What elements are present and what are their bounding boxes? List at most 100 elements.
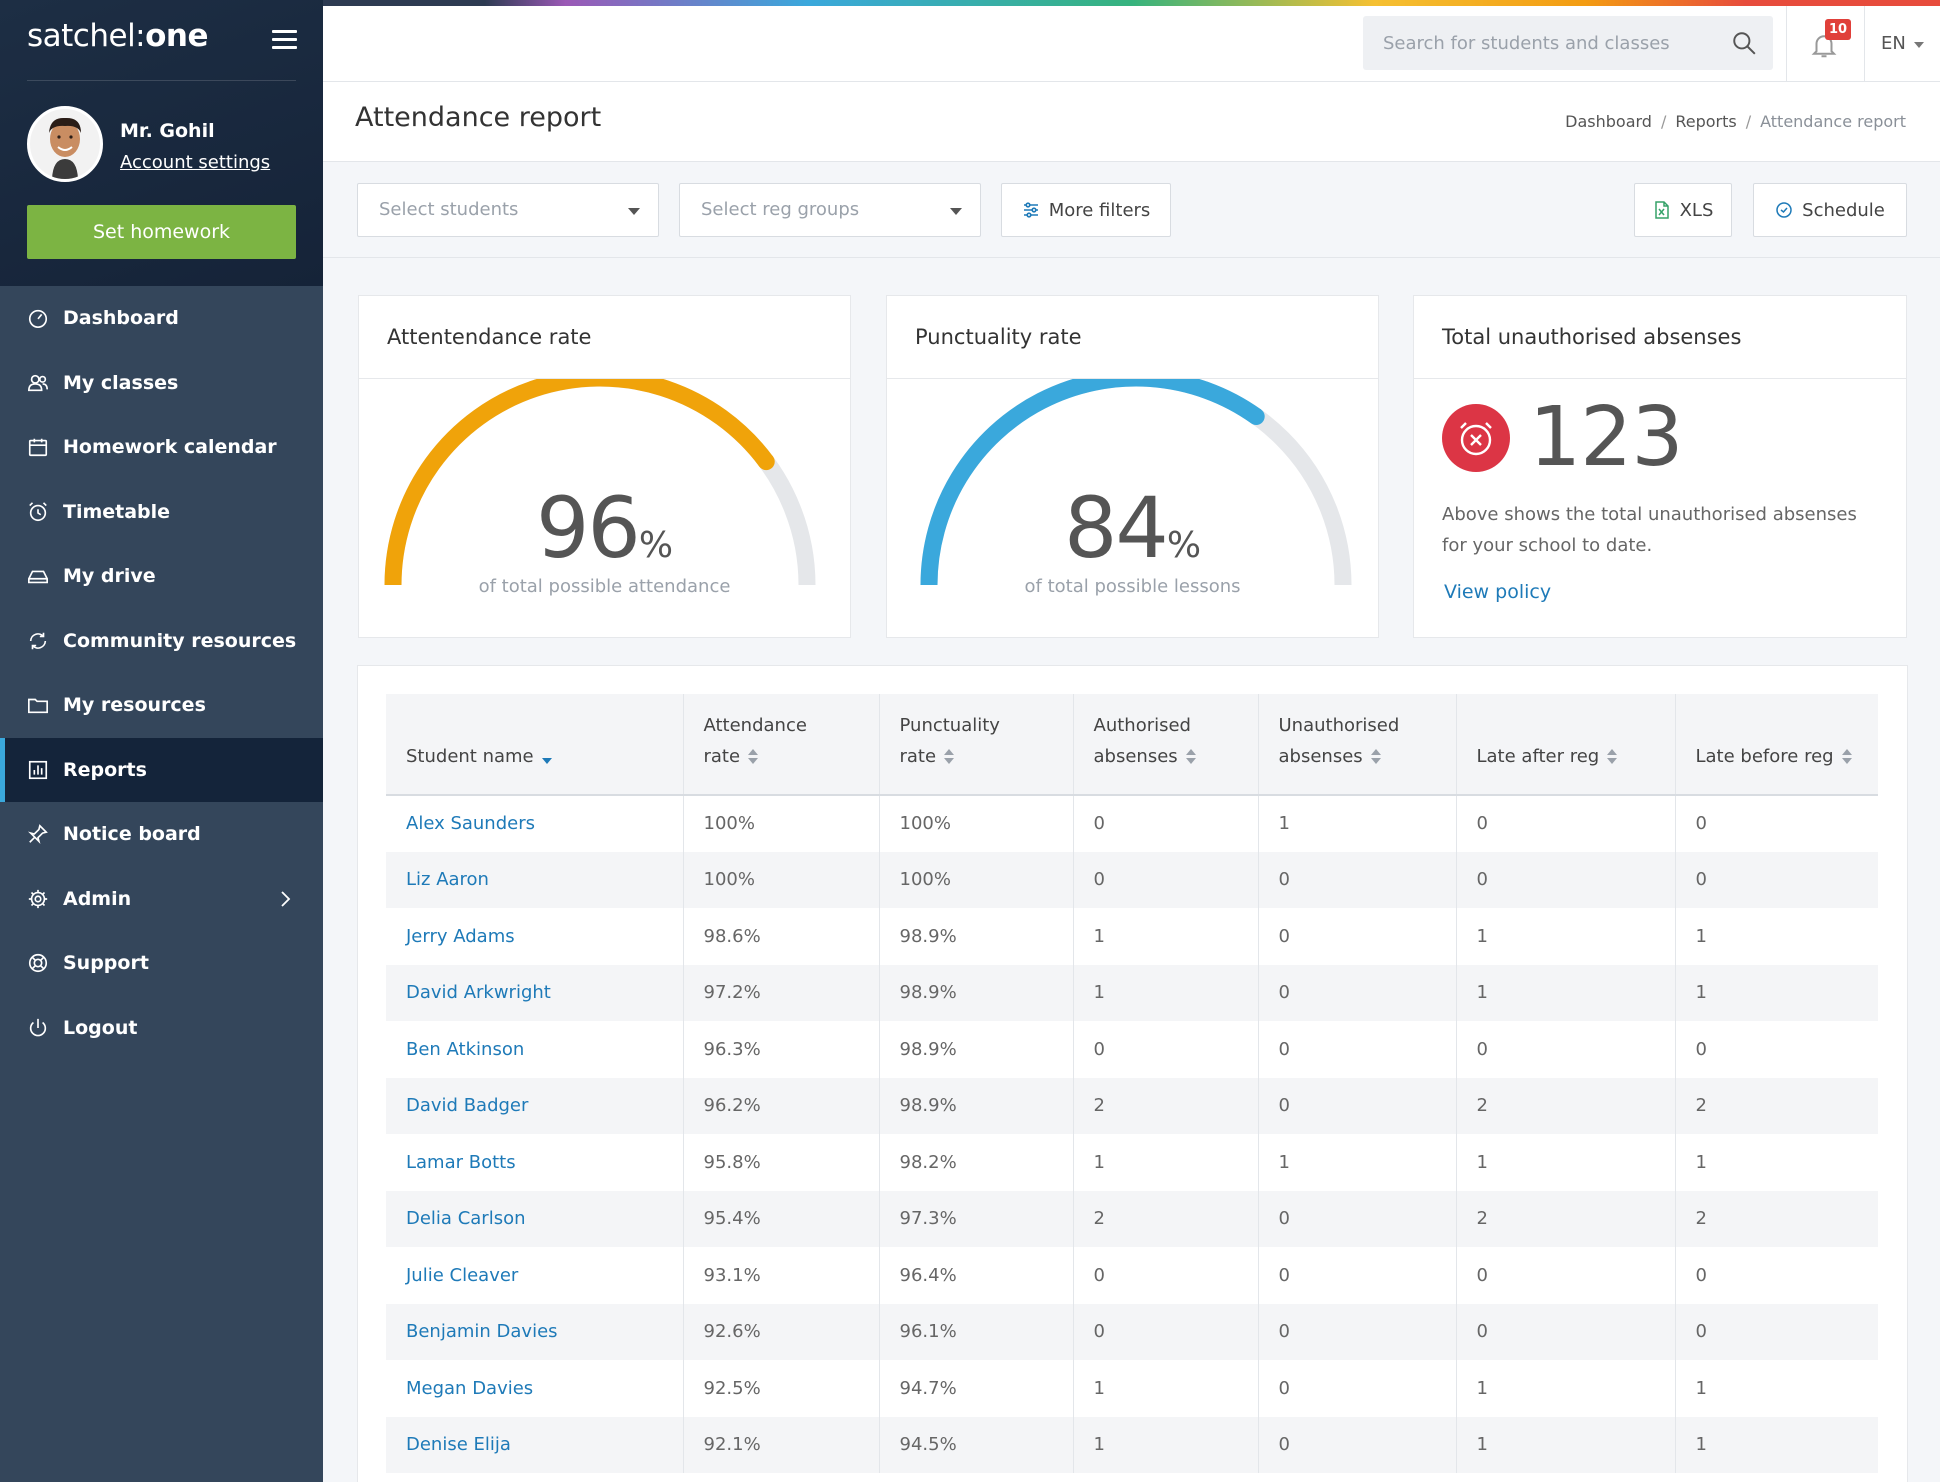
set-homework-button[interactable]: Set homework — [27, 205, 296, 259]
avatar[interactable] — [27, 106, 103, 182]
student-name-link[interactable]: David Badger — [386, 1077, 684, 1134]
cell-late-before-reg: 0 — [1675, 1303, 1878, 1360]
users-icon — [27, 372, 49, 394]
gauge-fill — [384, 379, 774, 586]
punctuality-rate-subtitle: of total possible lessons — [1024, 576, 1241, 597]
sort-icon[interactable] — [1841, 749, 1852, 765]
cell-authorised-absences: 0 — [1073, 1021, 1259, 1078]
cell-late-before-reg: 1 — [1675, 1416, 1878, 1473]
cell-authorised-absences: 1 — [1073, 1360, 1259, 1417]
sort-icon[interactable] — [944, 749, 955, 765]
sidebar-item-label: Notice board — [63, 823, 201, 846]
sidebar-item-admin[interactable]: Admin — [0, 867, 323, 932]
export-xls-button[interactable]: XLS — [1634, 183, 1732, 237]
punctuality-rate-card: Punctuality rate 84% of total possible l… — [886, 295, 1379, 638]
card-title: Total unauthorised absenses — [1414, 296, 1906, 379]
sort-icon[interactable] — [1185, 749, 1196, 765]
table-row: Megan Davies 92.5% 94.7% 1 0 1 1 — [386, 1360, 1878, 1417]
schedule-button[interactable]: Schedule — [1753, 183, 1907, 237]
sidebar-item-label: Logout — [63, 1016, 138, 1039]
column-header-text: Student name — [406, 746, 534, 767]
gauge-end-cap — [1247, 407, 1265, 425]
sidebar-item-timetable[interactable]: Timetable — [0, 480, 323, 545]
select-reg-groups-dropdown[interactable]: Select reg groups — [679, 183, 981, 237]
page-title: Attendance report — [355, 102, 602, 133]
student-name-link[interactable]: Julie Cleaver — [386, 1247, 684, 1304]
breadcrumb-dashboard[interactable]: Dashboard — [1565, 112, 1652, 131]
sidebar-item-my-drive[interactable]: My drive — [0, 544, 323, 609]
breadcrumb-reports[interactable]: Reports — [1675, 112, 1737, 131]
sort-icon[interactable] — [748, 749, 759, 765]
search-icon[interactable] — [1731, 30, 1757, 56]
column-header-late-before-reg[interactable]: Late before reg — [1675, 694, 1878, 796]
cell-late-before-reg: 1 — [1675, 964, 1878, 1021]
sidebar-item-notice-board[interactable]: Notice board — [0, 802, 323, 867]
student-name-link[interactable]: Jerry Adams — [386, 908, 684, 965]
column-header-text: Late before reg — [1695, 746, 1834, 767]
caret-down-icon[interactable] — [1914, 42, 1924, 48]
logo[interactable]: satchel:one — [27, 18, 209, 54]
sliders-icon — [1023, 202, 1038, 218]
sidebar: satchel:one Mr. Gohil Account settings S… — [0, 0, 323, 1482]
sidebar-item-reports[interactable]: Reports — [0, 737, 323, 802]
student-name-link[interactable]: David Arkwright — [386, 964, 684, 1021]
cell-punctuality-rate: 96.4% — [879, 1247, 1074, 1304]
student-name-link[interactable]: Delia Carlson — [386, 1190, 684, 1247]
sidebar-item-support[interactable]: Support — [0, 931, 323, 996]
gauge-end-cap — [757, 453, 775, 471]
pin-icon — [27, 823, 49, 845]
hamburger-menu-icon[interactable] — [272, 30, 297, 49]
column-header-unauthorised-absences[interactable]: Unauthorised absenses — [1258, 694, 1457, 796]
account-settings-link[interactable]: Account settings — [120, 152, 271, 173]
column-header-late-after-reg[interactable]: Late after reg — [1456, 694, 1676, 796]
sidebar-item-homework-calendar[interactable]: Homework calendar — [0, 415, 323, 480]
column-header-punctuality-rate[interactable]: Punctuality rate — [879, 694, 1074, 796]
folder-icon — [27, 694, 49, 716]
student-name-link[interactable]: Denise Elija — [386, 1416, 684, 1473]
cell-attendance-rate: 92.1% — [683, 1416, 880, 1473]
student-name-link[interactable]: Megan Davies — [386, 1360, 684, 1417]
column-header-label: Late before reg — [1696, 746, 1834, 767]
sort-icon[interactable] — [1370, 749, 1381, 765]
view-policy-link[interactable]: View policy — [1444, 581, 1552, 603]
sidebar-item-label: Support — [63, 952, 149, 975]
cell-authorised-absences: 0 — [1073, 795, 1259, 852]
sort-icon[interactable] — [1607, 749, 1618, 765]
column-header-attendance-rate[interactable]: Attendance rate — [683, 694, 880, 796]
cell-late-before-reg: 2 — [1675, 1077, 1878, 1134]
sidebar-item-community-resources[interactable]: Community resources — [0, 609, 323, 674]
sidebar-item-my-resources[interactable]: My resources — [0, 673, 323, 738]
cell-punctuality-rate: 98.9% — [879, 1021, 1074, 1078]
sidebar-item-my-classes[interactable]: My classes — [0, 351, 323, 416]
student-name-link[interactable]: Alex Saunders — [386, 795, 684, 852]
table-row: Ben Atkinson 96.3% 98.9% 0 0 0 0 — [386, 1021, 1878, 1078]
column-header-text: Attendance — [703, 715, 807, 736]
language-selector[interactable]: EN — [1881, 33, 1906, 54]
column-header-text: absenses — [1278, 746, 1363, 767]
sort-icon[interactable] — [541, 749, 552, 765]
student-name-link[interactable]: Ben Atkinson — [386, 1021, 684, 1078]
attendance-table-card: Student name Attendance rate Punctuality rat… — [357, 665, 1908, 1482]
cell-authorised-absences: 0 — [1073, 1247, 1259, 1304]
attendance-rate-number: 96 — [535, 479, 641, 577]
column-header-authorised-absences[interactable]: Authorised absenses — [1073, 694, 1259, 796]
sidebar-item-dashboard[interactable]: Dashboard — [0, 286, 323, 351]
student-name-link[interactable]: Benjamin Davies — [386, 1303, 684, 1360]
chevron-right-icon — [281, 890, 291, 907]
cell-punctuality-rate: 98.9% — [879, 908, 1074, 965]
cell-late-after-reg: 0 — [1456, 795, 1676, 852]
select-students-dropdown[interactable]: Select students — [357, 183, 659, 237]
column-header-label: Attendance rate — [704, 715, 807, 767]
logo-text-bold: one — [145, 18, 209, 54]
cell-late-before-reg: 0 — [1695, 813, 1707, 835]
gauge-fill — [920, 379, 1262, 586]
search-input[interactable] — [1363, 16, 1773, 70]
sidebar-item-label: Homework calendar — [63, 436, 277, 459]
student-name-link[interactable]: Liz Aaron — [386, 851, 684, 908]
more-filters-button[interactable]: More filters — [1001, 183, 1171, 237]
student-name-link[interactable]: Lamar Botts — [386, 1134, 684, 1191]
column-header-student-name[interactable]: Student name — [386, 694, 684, 796]
cell-late-after-reg: 0 — [1456, 851, 1676, 908]
attendance-gauge: 96% of total possible attendance — [359, 379, 850, 637]
sidebar-item-logout[interactable]: Logout — [0, 996, 323, 1061]
